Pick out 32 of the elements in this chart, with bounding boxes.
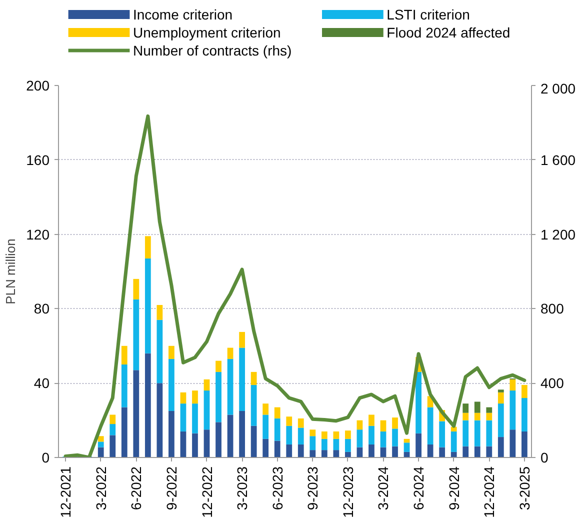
x-tick-label: 12-2022 [198,466,215,518]
y-tick-label: 120 [26,226,50,242]
y2-tick-label: 0 [540,450,548,466]
x-tick-label: 3-2023 [234,466,250,510]
legend-label: LSTI criterion [386,6,470,22]
x-tick-label: 9-2022 [163,466,180,510]
x-tick-label: 12-2024 [481,466,498,518]
x-tick-label: 9-2024 [446,466,462,510]
x-tick-label: 3-2025 [516,466,532,510]
y2-tick-label: 1 200 [540,226,576,242]
x-tick-label: 6-2024 [410,466,427,510]
y-tick-label: 200 [26,78,50,94]
y2-tick-label: 1 600 [540,152,576,168]
legend-label: Unemployment criterion [132,24,281,40]
y-tick-label: 40 [34,375,50,392]
x-tick-label: 12-2021 [58,466,74,518]
y-tick-label: 0 [42,450,50,466]
y-tick-label: 80 [34,300,50,317]
x-tick-label: 6-2022 [128,466,144,510]
x-tick-label: 6-2023 [269,466,286,510]
x-tick-label: 3-2024 [375,466,392,510]
x-tick-label: 3-2022 [92,466,109,510]
legend-label: Flood 2024 affected [386,24,510,40]
y2-tick-label: 800 [540,300,564,317]
legend-label: Number of contracts (rhs) [132,42,292,58]
x-tick-label: 12-2023 [340,466,356,518]
y-tick-label: 160 [26,152,50,168]
y2-tick-label: 400 [540,375,564,392]
legend-label: Income criterion [132,6,233,22]
x-tick-label: 9-2023 [304,466,321,510]
y2-tick-label: 2 000 [540,80,576,96]
y-axis-title: PLN million [3,238,18,304]
